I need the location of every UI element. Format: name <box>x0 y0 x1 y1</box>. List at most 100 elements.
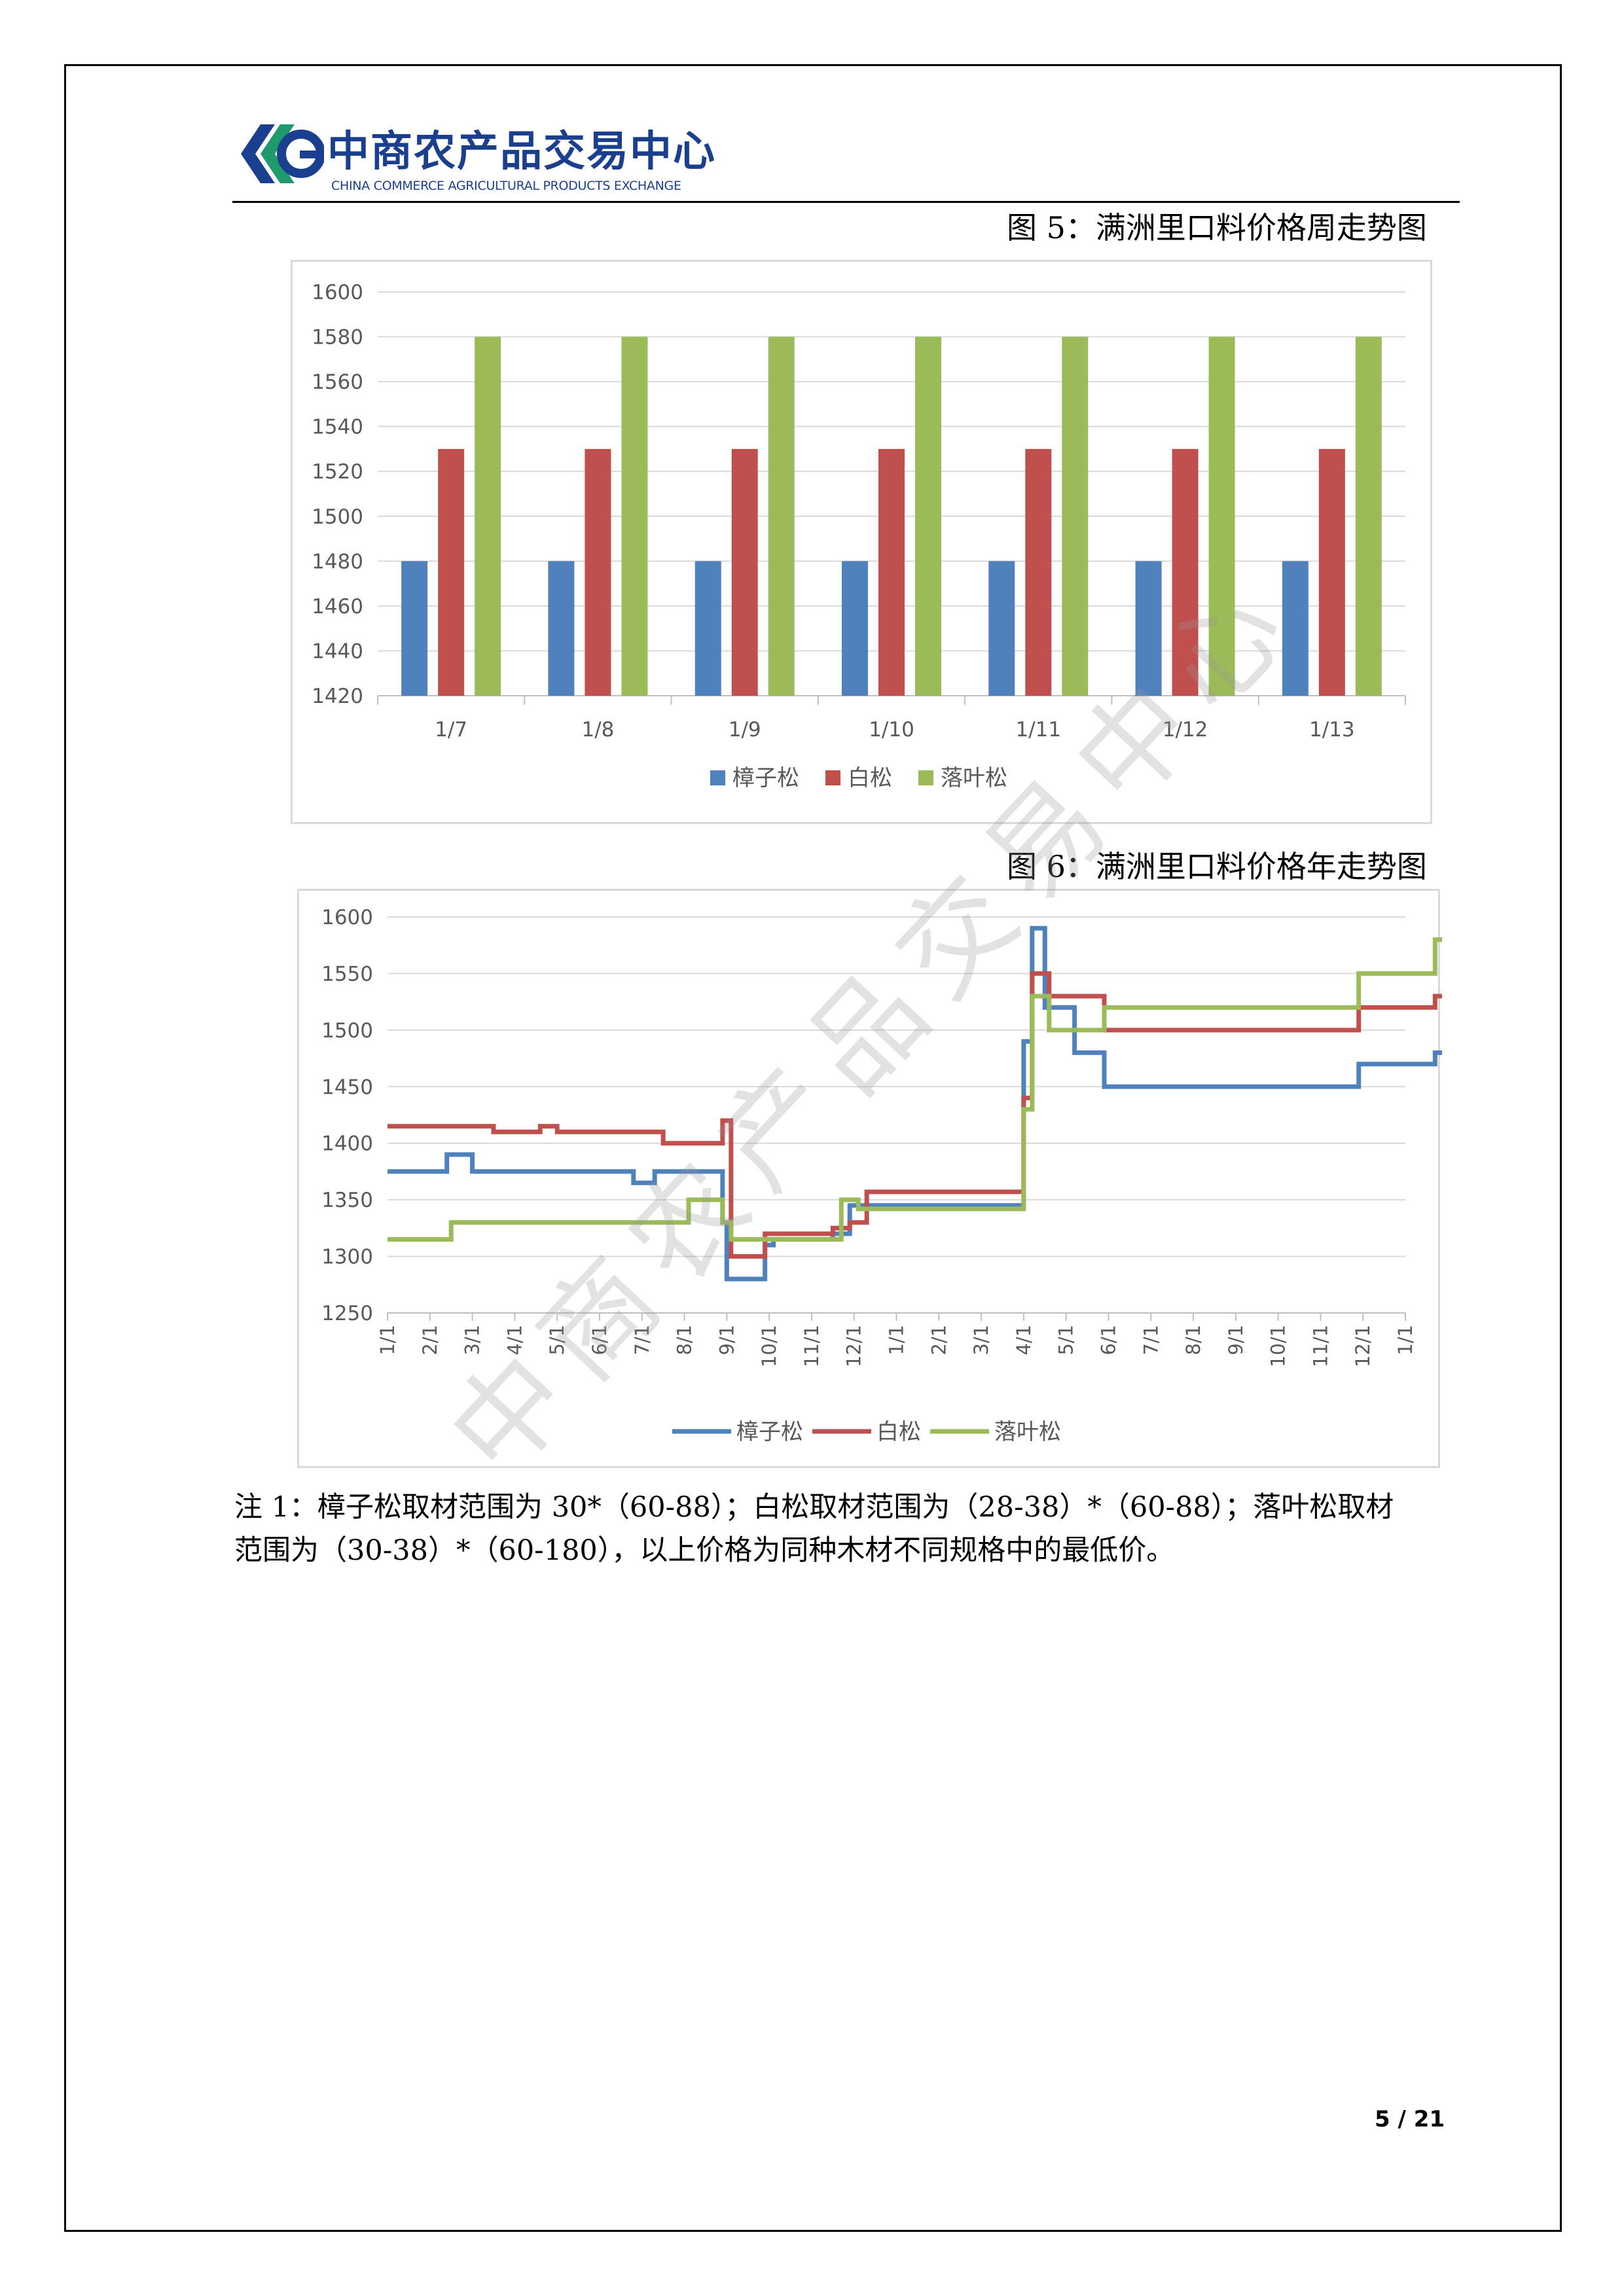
y-tick-label: 1460 <box>312 595 363 619</box>
x-tick-label: 11/1 <box>801 1325 823 1367</box>
bar-樟子松-1/12 <box>1135 561 1162 696</box>
bar-樟子松-1/7 <box>401 561 428 696</box>
y-tick-label: 1440 <box>312 639 363 663</box>
series-line-落叶松 <box>388 937 1442 1242</box>
x-tick-label: 1/9 <box>729 718 761 742</box>
legend-label: 樟子松 <box>732 765 799 791</box>
bar-白松-1/8 <box>585 448 611 696</box>
x-tick-label: 3/1 <box>970 1325 992 1355</box>
bar-白松-1/9 <box>731 448 758 696</box>
y-tick-label: 1500 <box>312 505 363 529</box>
y-tick-label: 1540 <box>312 416 363 439</box>
bar-樟子松-1/10 <box>842 561 868 696</box>
series-line-白松 <box>388 971 1442 1259</box>
x-tick-label: 4/1 <box>1013 1325 1035 1355</box>
y-tick-label: 1400 <box>321 1132 373 1156</box>
x-tick-label: 12/1 <box>843 1325 865 1367</box>
page-total: 21 <box>1413 2106 1445 2132</box>
legend-label: 白松 <box>848 765 892 791</box>
y-tick-label: 1600 <box>321 906 373 929</box>
series-line-樟子松 <box>388 925 1442 1282</box>
bar-chart: 1420 1440 1460 1480 1500 1520 1540 1560 1580 1600… <box>312 281 1406 791</box>
x-tick-label: 1/8 <box>581 718 614 742</box>
bar-落叶松-1/10 <box>915 336 941 696</box>
bar-白松-1/7 <box>438 448 465 696</box>
bar-落叶松-1/7 <box>475 336 501 696</box>
y-tick-label: 1520 <box>312 460 363 484</box>
x-tick-label: 1/12 <box>1163 718 1208 742</box>
logo-english-name: CHINA COMMERCE AGRICULTURAL PRODUCTS EXC… <box>331 179 681 193</box>
x-tick-label: 7/1 <box>1140 1325 1162 1355</box>
x-tick-label: 10/1 <box>1267 1325 1290 1367</box>
legend-label: 白松 <box>876 1419 921 1445</box>
bar-落叶松-1/8 <box>621 336 648 696</box>
bar-樟子松-1/13 <box>1282 561 1308 696</box>
x-tick-label: 5/1 <box>1055 1325 1077 1355</box>
y-tick-label: 1550 <box>321 962 373 986</box>
x-tick-label: 1/1 <box>1394 1325 1416 1355</box>
legend-swatch <box>825 770 840 785</box>
bar-落叶松-1/13 <box>1355 336 1382 696</box>
bar-樟子松-1/8 <box>548 561 575 696</box>
x-tick-label: 1/13 <box>1309 718 1355 742</box>
bar-白松-1/12 <box>1172 448 1199 696</box>
x-tick-label: 2/1 <box>928 1325 950 1355</box>
y-tick-label: 1420 <box>312 685 363 708</box>
page-current: 5 <box>1375 2106 1390 2132</box>
page-separator: / <box>1398 2106 1406 2132</box>
y-tick-label: 1450 <box>321 1075 373 1099</box>
logo-chinese-name: 中商农产品交易中心 <box>327 128 716 176</box>
x-tick-label: 2/1 <box>419 1325 441 1355</box>
page-number: 5 / 21 <box>1375 2106 1445 2132</box>
figure6-chart: 1250 1300 1350 1400 1450 1500 1550 1600 1/1 2/1 3/… <box>297 889 1442 1468</box>
bar-白松-1/11 <box>1025 448 1052 696</box>
x-tick-label: 7/1 <box>631 1325 653 1355</box>
bar-樟子松-1/9 <box>695 561 721 696</box>
y-tick-label: 1350 <box>321 1189 373 1212</box>
x-tick-label: 4/1 <box>503 1325 526 1355</box>
x-tick-label: 9/1 <box>715 1325 738 1355</box>
x-tick-label: 1/7 <box>435 718 467 742</box>
bar-白松-1/13 <box>1318 448 1345 696</box>
x-tick-label: 8/1 <box>674 1325 696 1355</box>
x-tick-label: 8/1 <box>1182 1325 1204 1355</box>
x-tick-label: 11/1 <box>1309 1325 1331 1367</box>
x-tick-label: 6/1 <box>1097 1325 1119 1355</box>
logo: 中商农产品交易中心 CHINA COMMERCE AGRICULTURAL PR… <box>236 118 715 200</box>
note-line-1: 注 1：樟子松取材范围为 30*（60-88）；白松取材范围为（28-38）*（… <box>234 1491 1394 1524</box>
header-divider <box>232 201 1460 203</box>
bar-落叶松-1/11 <box>1062 336 1089 696</box>
bar-落叶松-1/12 <box>1208 336 1235 696</box>
figure6-title: 图 6：满洲里口料价格年走势图 <box>1007 849 1427 884</box>
y-tick-label: 1580 <box>312 326 363 350</box>
y-tick-label: 1300 <box>321 1246 373 1269</box>
legend-label: 落叶松 <box>994 1419 1061 1445</box>
y-tick-label: 1480 <box>312 550 363 573</box>
x-tick-label: 1/1 <box>376 1325 399 1355</box>
y-tick-label: 1560 <box>312 370 363 394</box>
bar-落叶松-1/9 <box>768 336 795 696</box>
note-paragraph: 注 1：樟子松取材范围为 30*（60-88）；白松取材范围为（28-38）*（… <box>234 1486 1458 1572</box>
figure5-title: 图 5：满洲里口料价格周走势图 <box>1007 210 1427 245</box>
x-tick-label: 9/1 <box>1225 1325 1247 1355</box>
legend-swatch <box>918 770 933 785</box>
logo-mark-icon <box>241 124 324 183</box>
y-tick-label: 1250 <box>321 1302 373 1325</box>
x-tick-label: 6/1 <box>588 1325 611 1355</box>
bar-白松-1/10 <box>878 448 905 696</box>
x-tick-label: 1/11 <box>1015 718 1061 742</box>
bar-樟子松-1/11 <box>988 561 1015 696</box>
y-tick-label: 1500 <box>321 1019 373 1043</box>
legend-swatch <box>710 770 725 785</box>
x-tick-label: 12/1 <box>1352 1325 1374 1367</box>
figure5-chart: 1420 1440 1460 1480 1500 1520 1540 1560 1580 1600… <box>291 260 1432 824</box>
y-tick-label: 1600 <box>312 281 363 304</box>
legend-label: 樟子松 <box>736 1419 803 1445</box>
x-tick-label: 5/1 <box>546 1325 568 1355</box>
legend-label: 落叶松 <box>941 765 1007 791</box>
x-tick-label: 1/10 <box>869 718 914 742</box>
note-line-2: 范围为（30-38）*（60-180），以上价格为同种木材不同规格中的最低价。 <box>234 1534 1175 1567</box>
x-tick-label: 3/1 <box>461 1325 484 1355</box>
x-tick-label: 10/1 <box>758 1325 780 1367</box>
x-tick-label: 1/1 <box>886 1325 908 1355</box>
